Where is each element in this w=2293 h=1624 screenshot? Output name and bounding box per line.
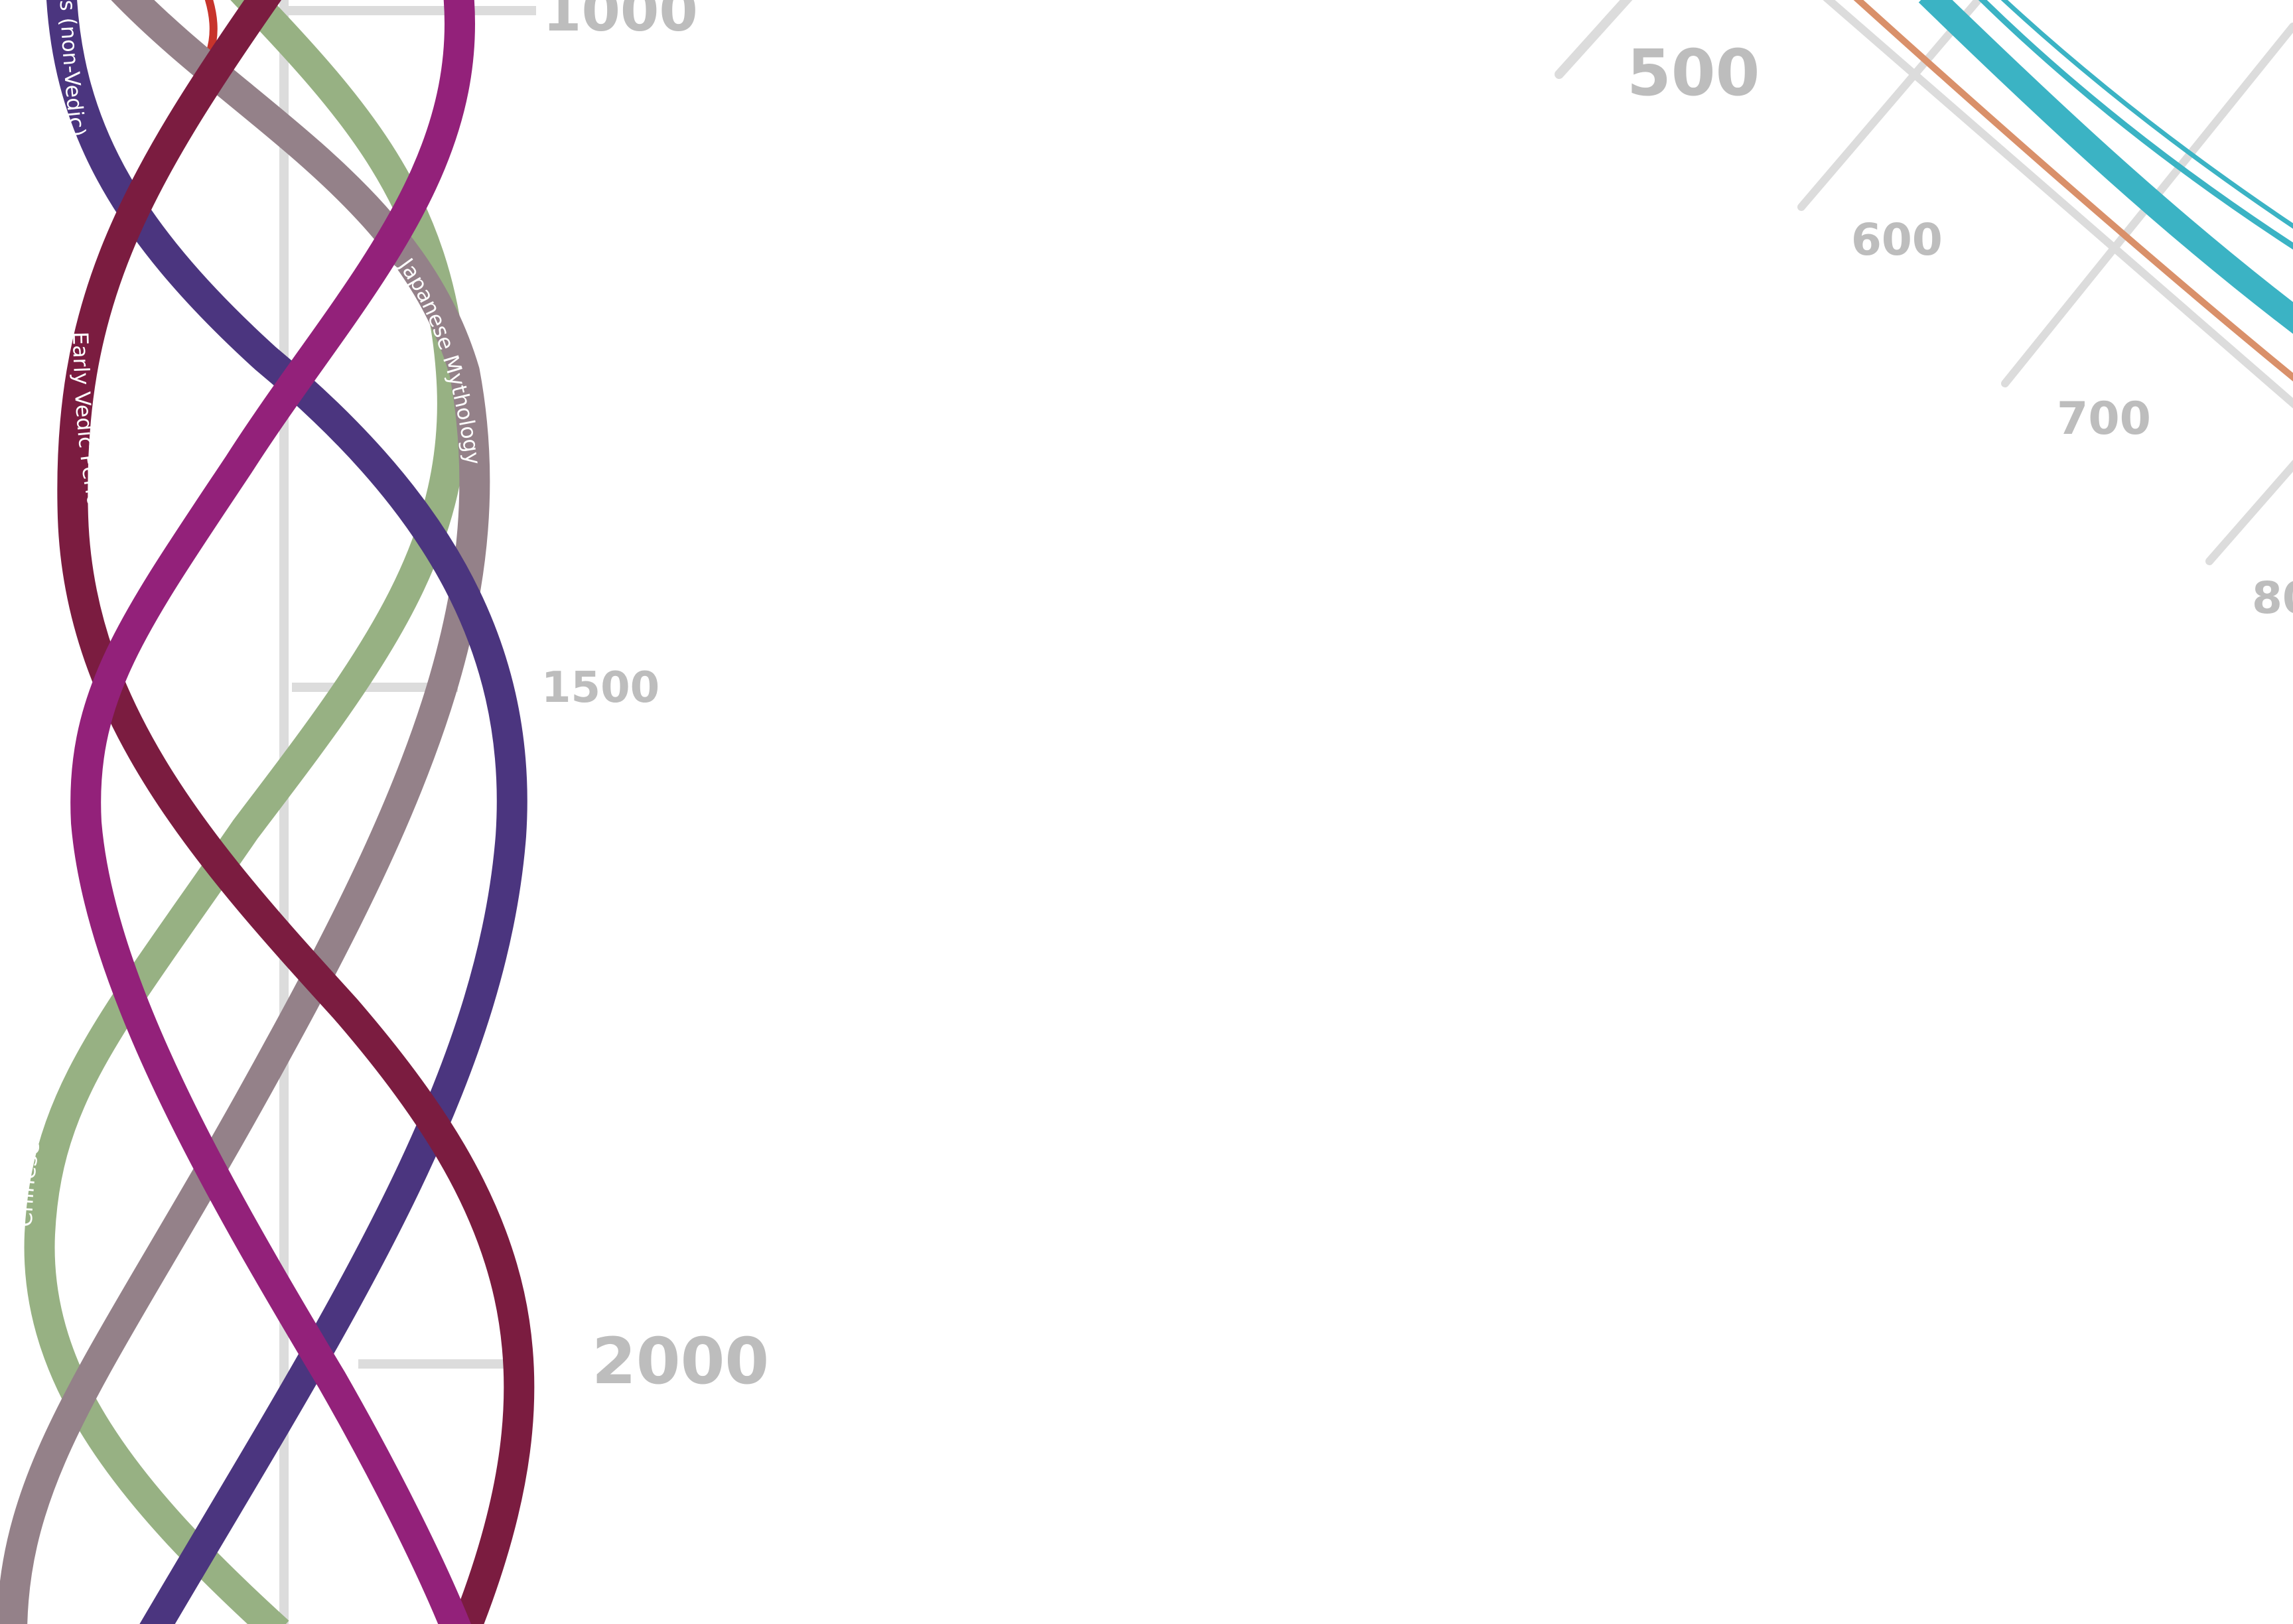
timeline-axis — [279, 0, 536, 1624]
radial-tick-label: 80 — [2252, 573, 2293, 624]
radial-tick-labels: 500 600 700 80 — [1627, 36, 2293, 624]
helix-strands — [0, 0, 535, 1624]
teal-arc-thin-1 — [1978, 0, 2293, 250]
orange-arc — [1853, 0, 2293, 381]
radial-tick-label: 500 — [1627, 36, 1760, 110]
radial-guide-line — [1823, 0, 2293, 409]
radial-tick-label: 600 — [1851, 214, 1943, 265]
timeline-tick-label: 2000 — [592, 1324, 769, 1398]
strand-magenta — [70, 0, 476, 1624]
radial-tick-label: 700 — [2057, 393, 2151, 445]
red-strand — [204, 0, 218, 54]
strand-japanese-mythology — [0, 0, 490, 1624]
radial-tick-800 — [2205, 459, 2293, 565]
strand-early-vedic — [57, 0, 535, 1624]
radial-tick-500 — [1555, 0, 1633, 79]
timeline-tick-label: 1500 — [541, 663, 660, 712]
teal-arc-thick — [1918, 0, 2293, 334]
timeline-tick-labels: 1000 1500 2000 — [541, 0, 769, 1398]
radial-arcs — [1853, 0, 2293, 381]
strand-chinese-folk-taoism — [24, 0, 468, 1624]
teal-arc-thin-2 — [2000, 0, 2293, 229]
timeline-tick-label: 1000 — [543, 0, 698, 44]
